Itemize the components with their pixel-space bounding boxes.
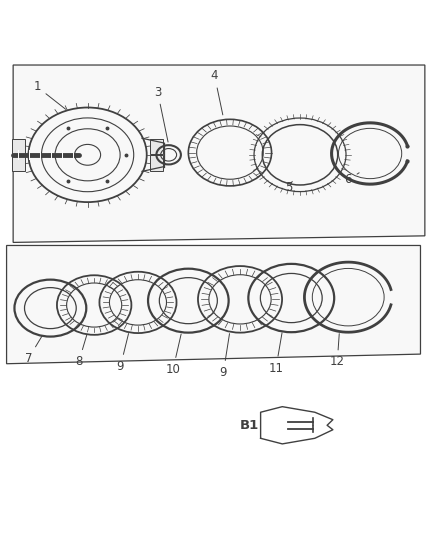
Text: 1: 1 (33, 80, 66, 109)
Text: 8: 8 (75, 335, 87, 368)
Text: 9: 9 (219, 334, 230, 379)
FancyBboxPatch shape (150, 139, 163, 155)
Text: B1: B1 (240, 419, 259, 432)
FancyBboxPatch shape (12, 139, 25, 155)
Text: 3: 3 (154, 86, 168, 142)
Text: 9: 9 (117, 334, 128, 373)
Text: 10: 10 (166, 334, 181, 376)
Text: 11: 11 (268, 333, 283, 375)
Text: 6: 6 (344, 173, 359, 186)
Text: 4: 4 (211, 69, 223, 115)
Text: 5: 5 (286, 181, 293, 194)
Text: 12: 12 (330, 334, 345, 368)
FancyBboxPatch shape (12, 155, 25, 171)
FancyBboxPatch shape (150, 155, 163, 171)
Polygon shape (7, 246, 420, 364)
Text: 7: 7 (25, 335, 42, 365)
Polygon shape (13, 65, 425, 243)
